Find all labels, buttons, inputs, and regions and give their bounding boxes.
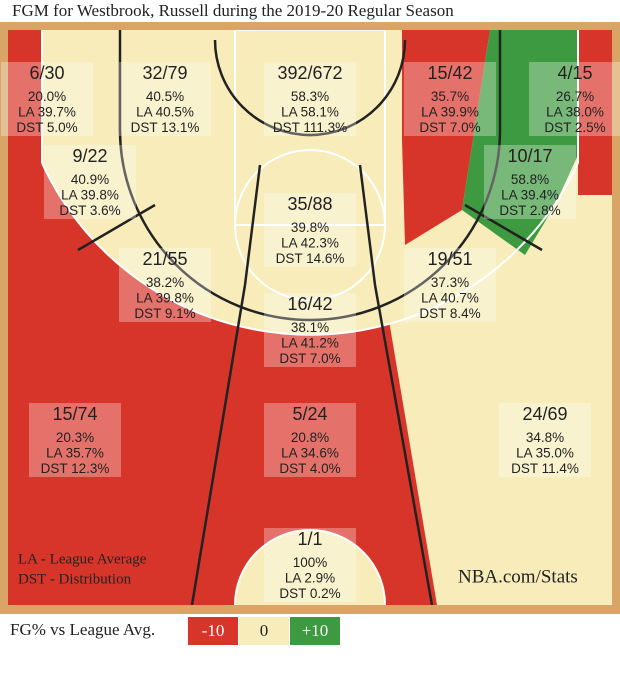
zone-made-attempts: 4/15 (557, 63, 592, 83)
zone-stat: DST 13.1% (131, 120, 200, 135)
label-box (499, 403, 591, 477)
title: FGM for Westbrook, Russell during the 20… (12, 1, 454, 20)
zone-stat: LA 41.2% (281, 336, 339, 351)
zone-stat: 38.2% (146, 275, 184, 290)
label-box (264, 528, 356, 602)
label-box (404, 248, 496, 322)
key-item: LA - League Average (18, 551, 147, 567)
zone-stat: 58.8% (511, 172, 549, 187)
zone-stat: DST 7.0% (419, 120, 480, 135)
zone-made-attempts: 5/24 (292, 404, 327, 424)
zone-stat: LA 34.6% (281, 446, 339, 461)
zone-made-attempts: 19/51 (427, 249, 472, 269)
zone-stat: 38.1% (291, 320, 329, 335)
zone-stat: LA 39.7% (18, 105, 76, 120)
zone-stat: LA 39.9% (421, 105, 479, 120)
label-box (404, 62, 496, 136)
zone-stat: LA 38.0% (546, 105, 604, 120)
label-box (484, 145, 576, 219)
label-box (44, 145, 136, 219)
zone-stat: LA 35.7% (46, 446, 104, 461)
zone-made-attempts: 15/74 (52, 404, 97, 424)
zone-stat: 26.7% (556, 89, 594, 104)
zone-made-attempts: 9/22 (72, 146, 107, 166)
zone-stat: 20.0% (28, 89, 66, 104)
legend-item: +10 (302, 621, 329, 640)
zone-stat: LA 39.4% (501, 188, 559, 203)
label-box (529, 62, 620, 136)
watermark: NBA.com/Stats (458, 566, 578, 587)
zone-stat: DST 8.4% (419, 306, 480, 321)
zone-stat: 20.8% (291, 430, 329, 445)
zone-made-attempts: 21/55 (142, 249, 187, 269)
zone-fill (8, 30, 42, 195)
zone-stat: LA 39.8% (136, 291, 194, 306)
zone-stat: DST 111.3% (273, 120, 347, 135)
key-item: DST - Distribution (18, 571, 132, 587)
zone-fill (462, 30, 578, 255)
zone-stat: 34.8% (526, 430, 564, 445)
zone-stat: DST 5.0% (16, 120, 77, 135)
zone-stat: LA 40.5% (136, 105, 194, 120)
zone-made-attempts: 6/30 (29, 63, 64, 83)
zone-stat: DST 9.1% (134, 306, 195, 321)
zone-stat: 37.3% (431, 275, 469, 290)
zone-made-attempts: 24/69 (522, 404, 567, 424)
zone-stat: 20.3% (56, 430, 94, 445)
zone-stat: DST 11.4% (511, 461, 579, 476)
zone-stat: 40.9% (71, 172, 109, 187)
zone-stat: DST 2.8% (499, 203, 560, 218)
label-box (119, 248, 211, 322)
label-box (264, 62, 356, 136)
zone-stat: DST 12.3% (41, 461, 110, 476)
label-box (264, 193, 356, 267)
zone-stat: 35.7% (431, 89, 469, 104)
zone-made-attempts: 16/42 (287, 294, 332, 314)
label-box (1, 62, 93, 136)
zone-stat: 39.8% (291, 220, 329, 235)
zone-made-attempts: 10/17 (507, 146, 552, 166)
legend-label: FG% vs League Avg. (10, 620, 155, 639)
zone-stat: LA 58.1% (281, 105, 339, 120)
legend-item: 0 (260, 621, 269, 640)
label-box (119, 62, 211, 136)
zone-stat: DST 0.2% (279, 586, 340, 601)
zone-stat: DST 3.6% (59, 203, 120, 218)
label-box (264, 293, 356, 367)
zone-made-attempts: 35/88 (287, 194, 332, 214)
zone-fill (383, 110, 612, 605)
zone-made-attempts: 32/79 (142, 63, 187, 83)
zone-made-attempts: 1/1 (297, 529, 322, 549)
zone-fill (402, 30, 490, 245)
zone-stat: 100% (293, 555, 328, 570)
legend-swatch (239, 617, 289, 645)
zone-stat: LA 42.3% (281, 236, 339, 251)
label-box (29, 403, 121, 477)
zone-fill (235, 530, 385, 605)
zone-stat: 40.5% (146, 89, 184, 104)
court (8, 30, 612, 605)
zone-stat: LA 39.8% (61, 188, 119, 203)
zone-stat: DST 4.0% (279, 461, 340, 476)
court-lines (41, 30, 579, 605)
zone-stat: LA 35.0% (516, 446, 574, 461)
zone-made-attempts: 392/672 (277, 63, 342, 83)
zone-stat: 58.3% (291, 89, 329, 104)
legend-item: -10 (202, 621, 225, 640)
zone-made-attempts: 15/42 (427, 63, 472, 83)
zone-stat: DST 7.0% (279, 351, 340, 366)
label-box (264, 403, 356, 477)
zone-stat: LA 2.9% (285, 571, 335, 586)
zone-dividers (77, 30, 543, 605)
zone-stat: DST 14.6% (276, 251, 345, 266)
legend-swatch (290, 617, 340, 645)
zone-fill (578, 30, 612, 195)
zone-stat: LA 40.7% (421, 291, 479, 306)
legend-swatch (188, 617, 238, 645)
zone-stat: DST 2.5% (544, 120, 605, 135)
